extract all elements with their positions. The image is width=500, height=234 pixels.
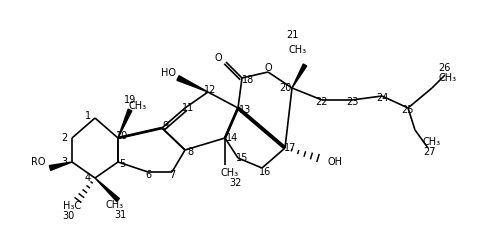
Text: 13: 13: [239, 105, 251, 115]
Text: 10: 10: [116, 131, 128, 141]
Text: 30: 30: [62, 211, 74, 221]
Text: 20: 20: [279, 83, 291, 93]
Polygon shape: [50, 162, 72, 170]
Text: 19: 19: [124, 95, 136, 105]
Text: 3: 3: [61, 157, 67, 167]
Text: 8: 8: [187, 147, 193, 157]
Text: H₃C: H₃C: [63, 201, 81, 211]
Text: 16: 16: [259, 167, 271, 177]
Text: CH₃: CH₃: [106, 200, 124, 210]
Text: 7: 7: [169, 170, 175, 180]
Text: 11: 11: [182, 103, 194, 113]
Text: 5: 5: [119, 159, 125, 169]
Polygon shape: [118, 109, 132, 138]
Text: HO: HO: [160, 68, 176, 78]
Text: CH₃: CH₃: [221, 168, 239, 178]
Text: 6: 6: [145, 170, 151, 180]
Text: CH₃: CH₃: [289, 45, 307, 55]
Text: RO: RO: [31, 157, 45, 167]
Text: 2: 2: [61, 133, 67, 143]
Text: CH₃: CH₃: [423, 137, 441, 147]
Text: 1: 1: [85, 111, 91, 121]
Polygon shape: [95, 178, 120, 201]
Text: 27: 27: [424, 147, 436, 157]
Text: 18: 18: [242, 75, 254, 85]
Polygon shape: [177, 76, 208, 92]
Text: 31: 31: [114, 210, 126, 220]
Text: 32: 32: [229, 178, 241, 188]
Text: 22: 22: [316, 97, 328, 107]
Polygon shape: [292, 64, 306, 88]
Text: 15: 15: [236, 153, 248, 163]
Text: CH₃: CH₃: [129, 101, 147, 111]
Text: 4: 4: [85, 173, 91, 183]
Text: 17: 17: [284, 143, 296, 153]
Text: 9: 9: [162, 121, 168, 131]
Text: 21: 21: [286, 30, 298, 40]
Text: O: O: [264, 63, 272, 73]
Text: CH₃: CH₃: [439, 73, 457, 83]
Text: O: O: [214, 53, 222, 63]
Text: 23: 23: [346, 97, 358, 107]
Text: 24: 24: [376, 93, 388, 103]
Text: 14: 14: [226, 133, 238, 143]
Text: 25: 25: [402, 105, 414, 115]
Text: 12: 12: [204, 85, 216, 95]
Text: 26: 26: [438, 63, 450, 73]
Text: OH: OH: [328, 157, 342, 167]
